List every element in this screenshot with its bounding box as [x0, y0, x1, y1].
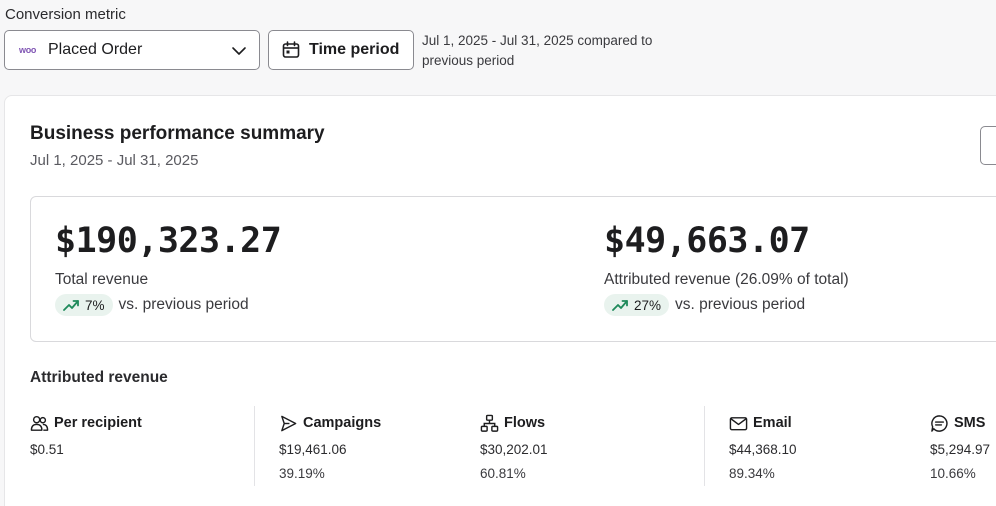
stat-label: Email [753, 415, 792, 431]
stat-percentage: 89.34% [729, 466, 775, 481]
total-trend-value: 7% [85, 297, 105, 313]
trending-up-icon [612, 300, 628, 311]
card-title: Business performance summary [30, 123, 325, 144]
stat-label: Flows [504, 415, 546, 431]
stat-email: Email $44,368.10 89.34% [729, 412, 797, 481]
stat-value: $44,368.10 [729, 442, 797, 457]
revenue-summary-box: $190,323.27 Total revenue 7% vs. previou… [30, 196, 996, 342]
stat-percentage: 10.66% [930, 466, 976, 481]
stat-campaigns: Campaigns $19,461.06 39.19% [279, 412, 381, 481]
chevron-down-icon [232, 47, 246, 55]
stat-divider [254, 406, 255, 486]
stat-per-recipient: Per recipient $0.51 [30, 412, 142, 457]
stat-flows: Flows $30,202.01 60.81% [480, 412, 548, 481]
stat-divider [704, 406, 705, 486]
attributed-trend-value: 27% [634, 297, 662, 313]
stat-percentage: 60.81% [480, 466, 526, 481]
send-icon [281, 415, 297, 431]
total-revenue-trend: 7% vs. previous period [55, 294, 249, 316]
total-trend-text: vs. previous period [118, 296, 249, 313]
attributed-revenue-value: $49,663.07 [604, 221, 810, 261]
stat-value: $0.51 [30, 442, 64, 457]
attributed-trend-badge: 27% [604, 294, 670, 316]
stat-value: $5,294.97 [930, 442, 991, 457]
stat-value: $30,202.01 [480, 442, 548, 457]
stat-sms: SMS $5,294.97 10.66% [930, 412, 990, 481]
card-options-button[interactable] [980, 126, 996, 165]
stat-label: SMS [954, 415, 986, 431]
attributed-trend-text: vs. previous period [675, 296, 806, 313]
calendar-icon [282, 41, 300, 58]
business-performance-card: Business performance summary Jul 1, 2025… [4, 95, 996, 506]
stat-value: $19,461.06 [279, 442, 347, 457]
trending-up-icon [63, 300, 79, 311]
time-period-button[interactable]: Time period [268, 30, 414, 70]
chat-bubble-icon [931, 414, 948, 432]
mail-icon [729, 416, 748, 430]
total-revenue-value: $190,323.27 [55, 221, 282, 261]
time-period-label: Time period [309, 41, 400, 58]
stat-percentage: 39.19% [279, 466, 325, 481]
users-icon [30, 415, 49, 431]
attributed-revenue-title: Attributed revenue [30, 369, 168, 386]
attributed-revenue-trend: 27% vs. previous period [604, 294, 805, 316]
attributed-revenue-caption: Attributed revenue (26.09% of total) [604, 271, 849, 288]
conversion-metric-select[interactable]: woo Placed Order [4, 30, 260, 70]
flow-icon [480, 414, 499, 432]
conversion-metric-label: Conversion metric [5, 6, 126, 23]
period-comparison-text: Jul 1, 2025 - Jul 31, 2025 compared to p… [422, 33, 653, 68]
woo-icon: woo [19, 45, 37, 55]
stat-label: Per recipient [54, 415, 142, 431]
total-revenue-caption: Total revenue [55, 271, 149, 288]
card-date-range: Jul 1, 2025 - Jul 31, 2025 [30, 152, 199, 169]
total-trend-badge: 7% [55, 294, 113, 316]
conversion-metric-value: Placed Order [48, 41, 143, 58]
stat-label: Campaigns [303, 415, 382, 431]
